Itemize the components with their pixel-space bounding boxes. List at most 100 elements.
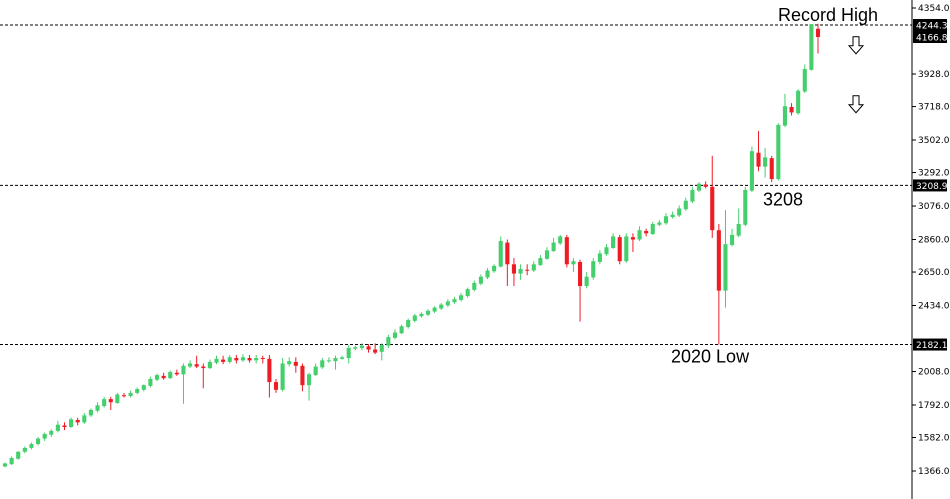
candle-body <box>16 451 21 459</box>
down-arrow-icon <box>847 36 865 55</box>
candle <box>730 228 735 247</box>
candle-body <box>214 358 219 363</box>
candle-body <box>273 382 279 390</box>
current-price-tag-text: 4166.8 <box>916 34 948 44</box>
candle <box>617 234 622 265</box>
candle-body <box>108 399 113 403</box>
candle-body <box>472 282 477 290</box>
candle <box>630 233 635 252</box>
y-tick-label: 1366.0 <box>918 467 950 477</box>
candle <box>62 422 67 431</box>
candle <box>88 408 93 417</box>
candle-body <box>663 216 669 224</box>
candle-body <box>29 444 34 448</box>
candle <box>756 131 761 172</box>
candle <box>445 299 450 307</box>
candle <box>340 355 345 360</box>
candle <box>769 155 774 183</box>
candle-body <box>809 24 814 70</box>
candle-body <box>650 224 655 235</box>
candle <box>696 182 702 193</box>
y-tick-label: 1792.0 <box>918 401 950 411</box>
candle <box>333 355 338 370</box>
candle-body <box>577 261 583 286</box>
candle-body <box>247 358 252 361</box>
candle-body <box>353 347 358 349</box>
level-price-tag-text: 3208.9 <box>916 182 948 192</box>
candle <box>650 221 655 235</box>
candle-body <box>611 236 616 249</box>
candle <box>227 354 232 364</box>
candle <box>69 417 74 428</box>
candle <box>644 228 649 237</box>
candle <box>663 213 669 225</box>
y-tick-label: 3076.0 <box>918 202 950 212</box>
candle <box>677 205 682 218</box>
y-tick-label: 3292.0 <box>918 169 950 179</box>
candle <box>624 233 629 263</box>
candle <box>194 355 199 369</box>
candle <box>29 442 34 450</box>
candle-body <box>346 347 351 359</box>
candle-body <box>531 264 536 271</box>
candle <box>419 312 424 318</box>
candle <box>538 254 543 266</box>
candle-body <box>439 304 444 309</box>
y-tick-label: 1582.0 <box>918 434 950 444</box>
candle-body <box>544 250 550 259</box>
candle <box>723 210 728 308</box>
candle <box>115 392 120 404</box>
y-tick-label: 4354.0 <box>918 4 950 14</box>
candle-body <box>591 261 596 278</box>
candle <box>221 355 226 365</box>
candle <box>2 462 8 468</box>
candle <box>782 93 788 128</box>
candle-body <box>227 357 232 362</box>
candle <box>346 344 351 364</box>
candle <box>604 244 609 256</box>
arrows <box>847 36 865 114</box>
candle-body <box>452 299 457 303</box>
candle <box>485 268 490 280</box>
candle <box>670 211 675 219</box>
candle <box>399 324 404 335</box>
candle-body <box>379 344 384 352</box>
candle-body <box>465 289 470 297</box>
candle <box>716 224 721 345</box>
candle-body <box>604 247 609 255</box>
candle-body <box>637 230 642 240</box>
candle-body <box>670 214 675 218</box>
candle <box>55 420 60 433</box>
level-price-tag <box>913 179 947 192</box>
candle-body <box>630 237 635 240</box>
candle-body <box>459 295 464 300</box>
candle-body <box>141 385 146 390</box>
candle <box>749 146 754 193</box>
candle <box>637 226 642 242</box>
candle-body <box>260 358 265 360</box>
candle <box>326 357 331 363</box>
candle <box>287 357 292 367</box>
candle <box>201 363 206 389</box>
candles <box>2 23 821 468</box>
candle <box>82 413 87 424</box>
candle-body <box>769 158 774 180</box>
candle <box>386 334 391 348</box>
y-tick-label: 3718.0 <box>918 103 950 113</box>
candle-body <box>696 183 702 191</box>
candle-body <box>280 363 285 390</box>
candle-body <box>333 358 338 362</box>
candle-body <box>558 236 563 244</box>
level-annotation: 2020 Low <box>671 347 750 367</box>
candle <box>439 303 444 311</box>
candle <box>525 264 530 276</box>
candle <box>240 354 246 362</box>
candle-body <box>207 361 212 369</box>
candle <box>571 258 576 273</box>
candle-body <box>564 237 569 265</box>
candle <box>498 236 503 268</box>
y-tick-label: 3502.0 <box>918 136 950 146</box>
candle-body <box>796 90 801 114</box>
candle-body <box>683 200 688 210</box>
